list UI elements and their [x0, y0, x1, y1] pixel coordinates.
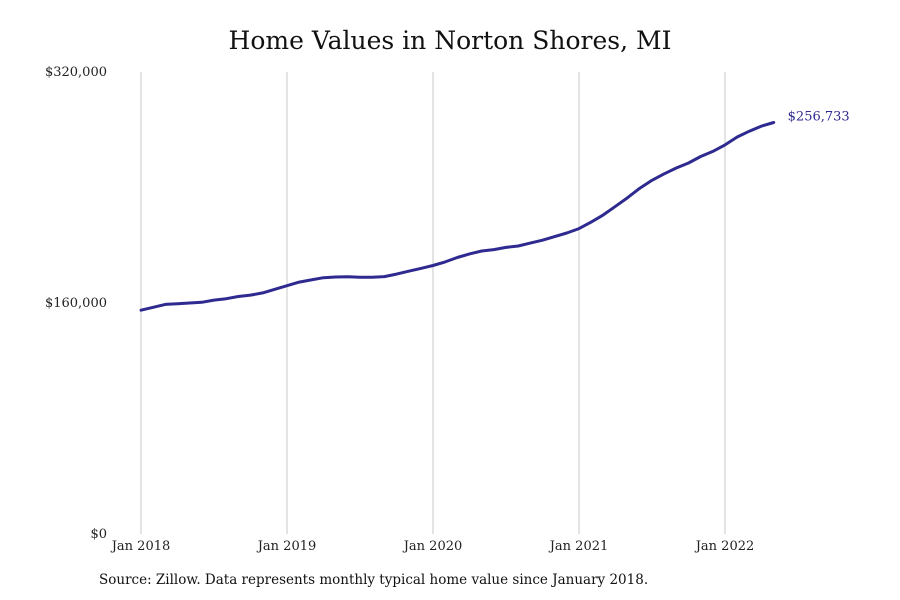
- source-note: Source: Zillow. Data represents monthly …: [99, 572, 649, 588]
- gridlines: [140, 72, 726, 534]
- home-value-line: [139, 121, 776, 312]
- y-tick-label: $160,000: [45, 296, 107, 311]
- y-tick-label: $320,000: [45, 65, 107, 80]
- chart-title: Home Values in Norton Shores, MI: [228, 26, 672, 55]
- end-value-label: $256,733: [788, 110, 850, 125]
- x-tick-label: Jan 2020: [402, 539, 463, 554]
- y-axis-ticks: $0 $160,000 $320,000: [45, 65, 107, 542]
- x-tick-label: Jan 2019: [256, 539, 317, 554]
- x-axis-ticks: Jan 2018 Jan 2019 Jan 2020 Jan 2021 Jan 2022: [110, 539, 755, 554]
- x-tick-label: Jan 2022: [694, 539, 755, 554]
- y-tick-label: $0: [90, 527, 107, 542]
- x-tick-label: Jan 2021: [548, 539, 609, 554]
- x-tick-label: Jan 2018: [110, 539, 171, 554]
